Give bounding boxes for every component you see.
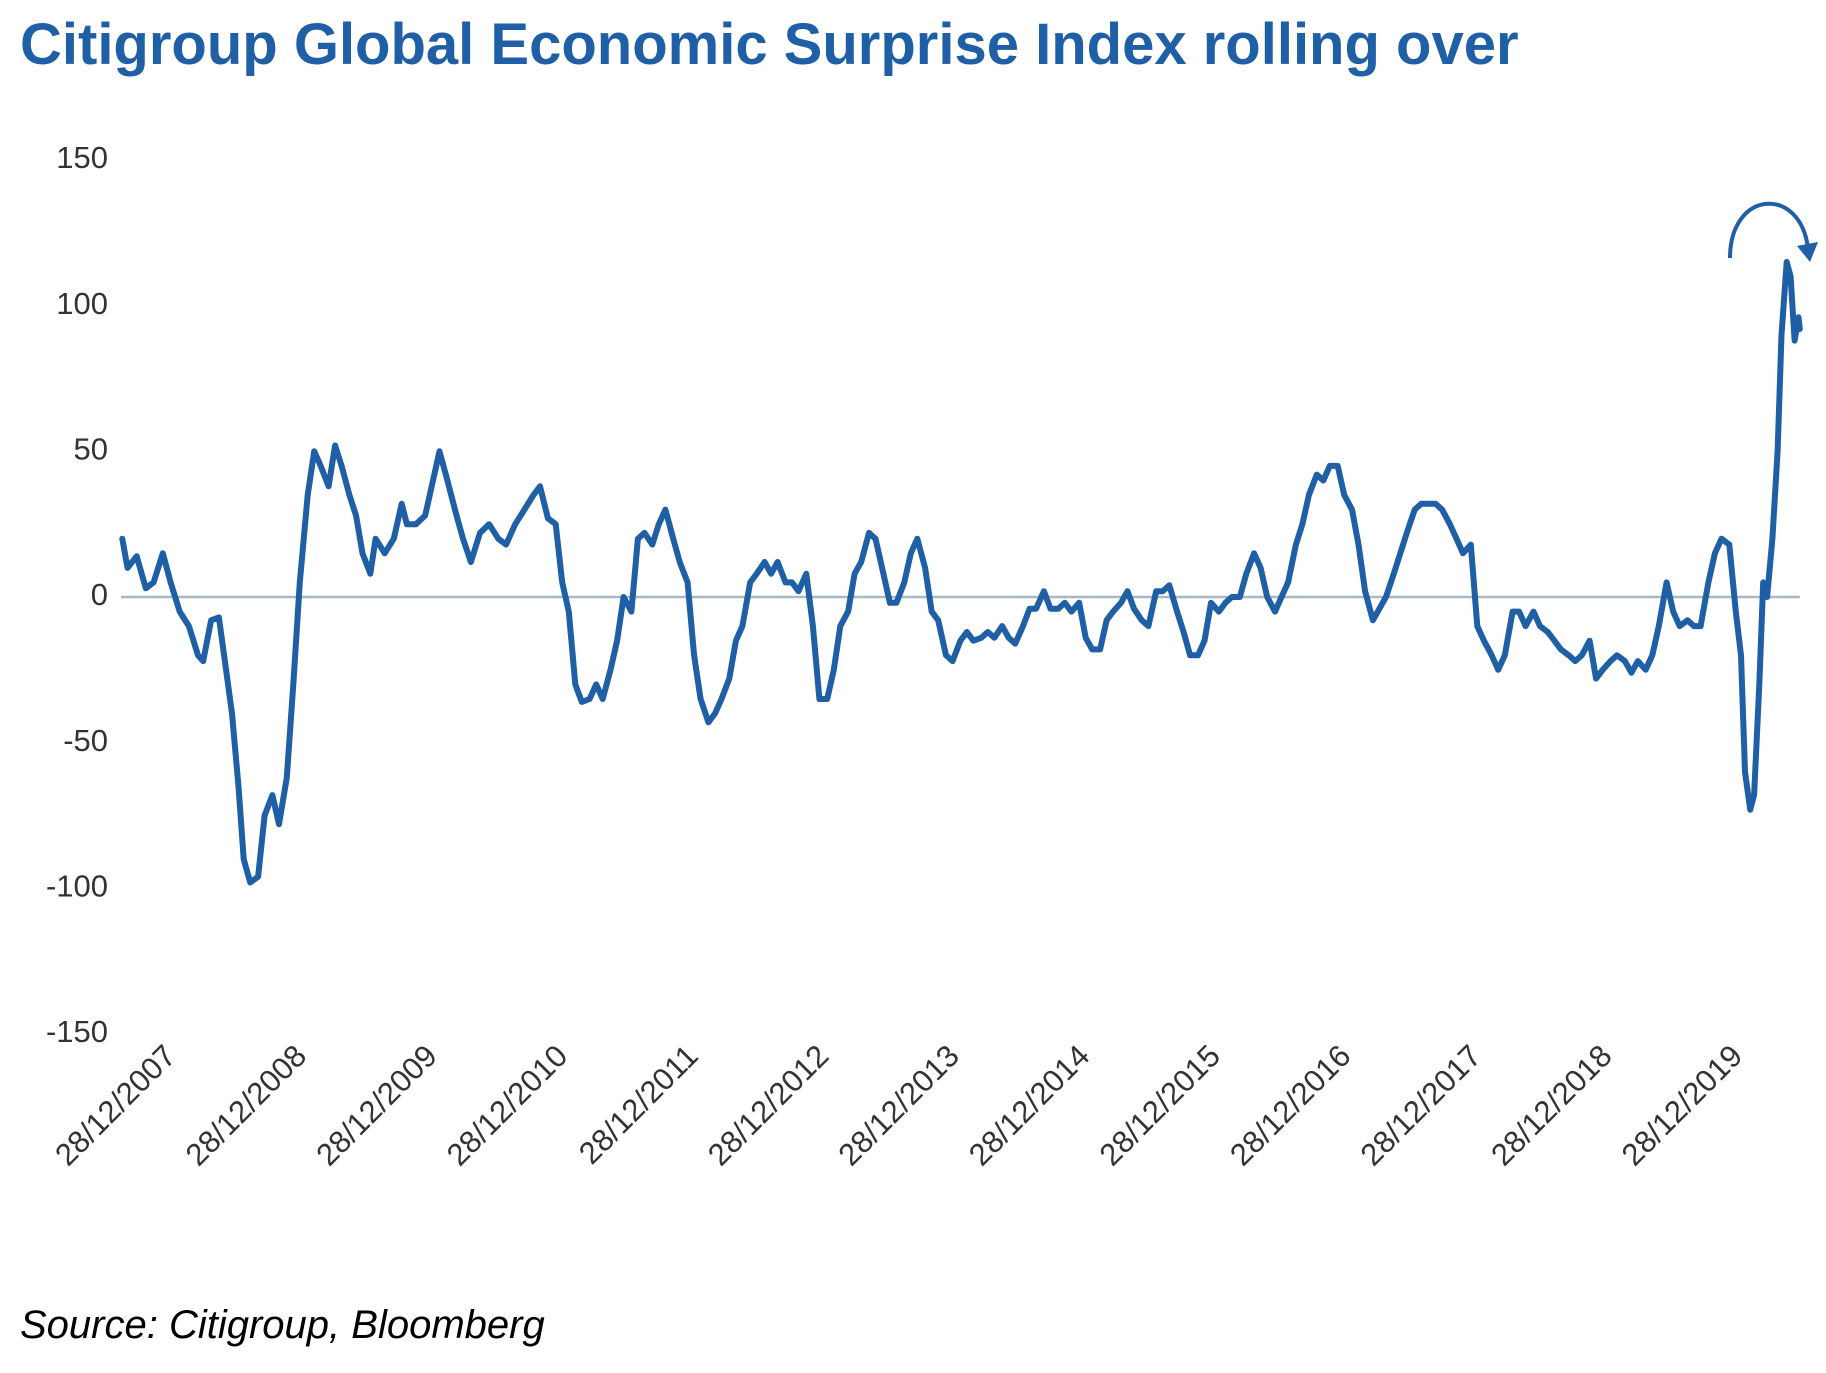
y-tick-label: 50 — [74, 432, 108, 467]
data-line — [119, 259, 1803, 886]
y-tick-label: 100 — [56, 286, 108, 321]
x-tick-label: 28/12/2007 — [48, 1038, 182, 1172]
y-tick-label: -100 — [46, 869, 108, 904]
x-tick-label: 28/12/2016 — [1223, 1038, 1357, 1172]
x-tick-label: 28/12/2014 — [962, 1038, 1096, 1172]
y-tick-label: -150 — [46, 1014, 108, 1049]
x-tick-label: 28/12/2011 — [572, 1038, 705, 1171]
x-tick-label: 28/12/2010 — [440, 1038, 574, 1172]
source-note: Source: Citigroup, Bloomberg — [20, 1303, 545, 1347]
chart-title: Citigroup Global Economic Surprise Index… — [20, 12, 1519, 77]
x-tick-label: 28/12/2017 — [1354, 1038, 1488, 1172]
x-tick-label: 28/12/2008 — [179, 1038, 313, 1172]
x-tick-label: 28/12/2015 — [1093, 1038, 1227, 1172]
x-tick-label: 28/12/2009 — [309, 1038, 443, 1172]
arrow-arc — [1728, 201, 1810, 259]
rollover-arrow — [1728, 201, 1818, 262]
y-tick-label: 150 — [56, 140, 108, 175]
y-tick-label: -50 — [63, 723, 108, 758]
x-tick-label: 28/12/2012 — [701, 1038, 835, 1172]
arrow-head — [1797, 242, 1818, 262]
x-tick-label: 28/12/2013 — [831, 1038, 965, 1172]
x-tick-label: 28/12/2018 — [1484, 1038, 1618, 1172]
y-tick-label: 0 — [91, 577, 108, 612]
x-tick-label: 28/12/2019 — [1615, 1038, 1749, 1172]
